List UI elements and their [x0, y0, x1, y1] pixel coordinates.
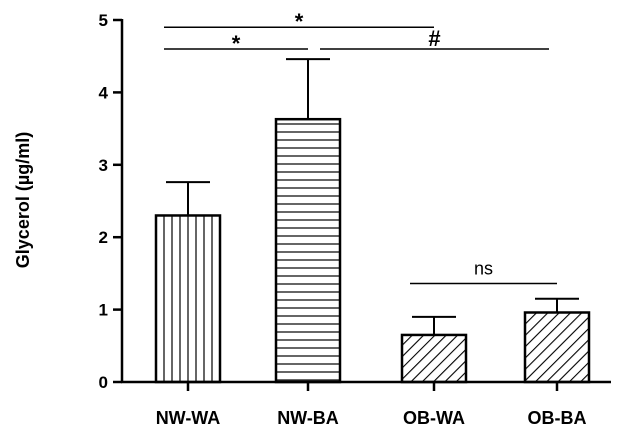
significance-label: * [232, 31, 241, 56]
y-axis: 0 1 2 3 4 5 [99, 11, 124, 392]
x-tick-label: OB-WA [403, 408, 465, 428]
x-tick-label: NW-WA [156, 408, 221, 428]
x-tick-label: OB-BA [528, 408, 587, 428]
significance-annotations: * * # ns [164, 9, 557, 285]
significance-label: * [295, 9, 304, 34]
y-tick-label: 3 [99, 156, 108, 175]
y-tick-label: 0 [99, 373, 108, 392]
x-tick-label: NW-BA [277, 408, 339, 428]
bar-nw-ba [274, 117, 342, 384]
y-tick-label: 1 [99, 301, 108, 320]
y-tick-label: 5 [99, 11, 108, 30]
significance-label: # [428, 26, 440, 51]
significance-label: ns [474, 259, 493, 279]
bars [154, 117, 591, 384]
y-tick-label: 4 [99, 83, 109, 102]
bar-nw-wa [154, 214, 222, 384]
y-axis-title: Glycerol (µg/ml) [13, 132, 33, 268]
error-bars [166, 58, 579, 335]
x-axis: NW-WA NW-BA OB-WA OB-BA [121, 380, 611, 428]
bar-ob-wa [400, 333, 468, 384]
bar-ob-ba [523, 311, 591, 384]
y-tick-label: 2 [99, 228, 108, 247]
